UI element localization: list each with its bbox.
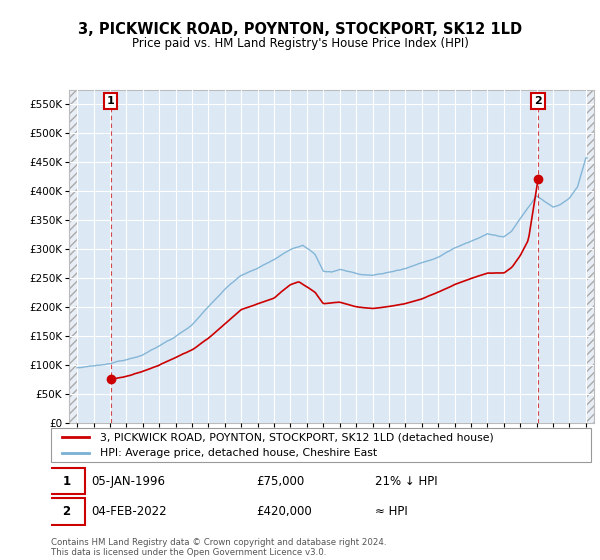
Text: 3, PICKWICK ROAD, POYNTON, STOCKPORT, SK12 1LD (detached house): 3, PICKWICK ROAD, POYNTON, STOCKPORT, SK… [100, 432, 493, 442]
Text: HPI: Average price, detached house, Cheshire East: HPI: Average price, detached house, Ches… [100, 448, 377, 458]
Text: 1: 1 [107, 96, 115, 106]
Text: ≈ HPI: ≈ HPI [375, 505, 408, 518]
Bar [586, 90, 594, 423]
Text: 05-JAN-1996: 05-JAN-1996 [91, 474, 166, 488]
Text: 1: 1 [62, 474, 71, 488]
Bar [69, 90, 77, 423]
Text: Contains HM Land Registry data © Crown copyright and database right 2024.
This d: Contains HM Land Registry data © Crown c… [51, 538, 386, 557]
FancyBboxPatch shape [51, 428, 591, 462]
Text: Price paid vs. HM Land Registry's House Price Index (HPI): Price paid vs. HM Land Registry's House … [131, 37, 469, 50]
Text: £75,000: £75,000 [256, 474, 304, 488]
Text: 04-FEB-2022: 04-FEB-2022 [91, 505, 167, 518]
Text: 21% ↓ HPI: 21% ↓ HPI [375, 474, 437, 488]
Text: 2: 2 [534, 96, 542, 106]
FancyBboxPatch shape [49, 498, 85, 525]
Text: £420,000: £420,000 [256, 505, 312, 518]
FancyBboxPatch shape [49, 468, 85, 494]
Text: 3, PICKWICK ROAD, POYNTON, STOCKPORT, SK12 1LD: 3, PICKWICK ROAD, POYNTON, STOCKPORT, SK… [78, 22, 522, 38]
Text: 2: 2 [62, 505, 71, 518]
